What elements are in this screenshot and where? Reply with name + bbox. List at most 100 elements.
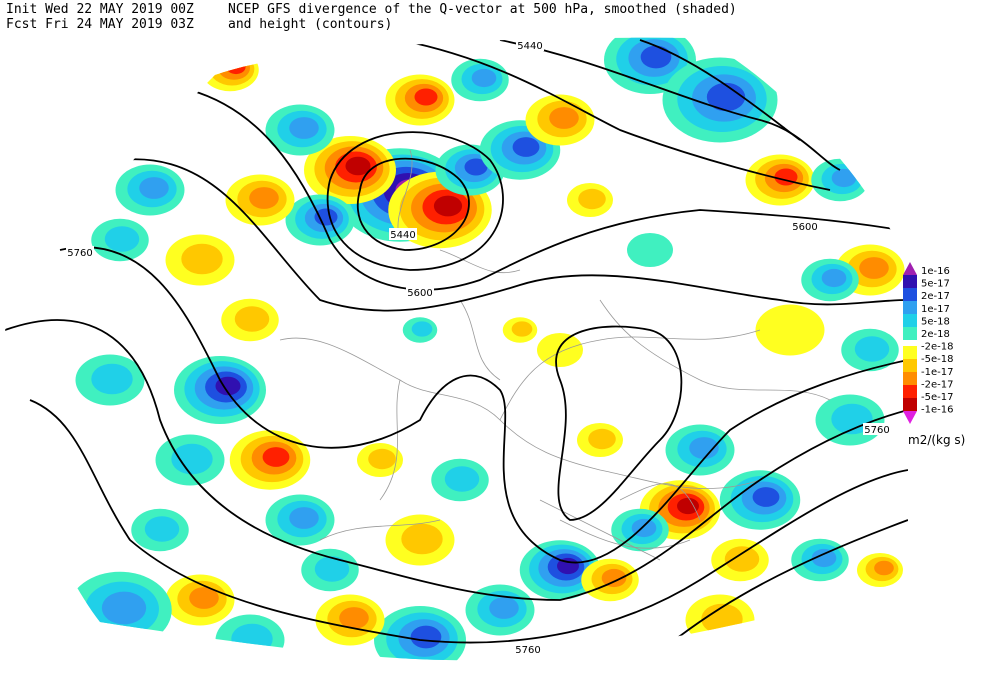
title-line: and height (contours) — [228, 17, 392, 32]
init-text: Init Wed 22 MAY 2019 00Z — [6, 2, 194, 17]
contour-label: 5600 — [792, 222, 817, 233]
colorbar-label: 1e-17 — [921, 304, 950, 315]
contour-label-bg — [389, 228, 417, 240]
contour-label-bg — [516, 39, 544, 51]
colorbar-swatch — [903, 288, 917, 301]
shade-blob — [104, 226, 140, 252]
shade-blob — [706, 82, 746, 112]
colorbar-label: 2e-18 — [921, 329, 950, 340]
contour-label-bg — [863, 423, 891, 435]
contour — [29, 399, 908, 644]
colorbar-label: -2e-17 — [921, 379, 953, 390]
shade-blob — [249, 187, 279, 209]
contour-label: 5600 — [407, 288, 432, 299]
shade-blob — [831, 168, 857, 188]
shade-blob — [489, 597, 519, 619]
shade-blob — [511, 321, 533, 337]
shade-blob — [755, 304, 825, 356]
shade-blob — [401, 523, 443, 555]
shade-blob — [724, 546, 760, 572]
shade-blob — [314, 556, 350, 582]
shade-blob — [314, 208, 338, 226]
contour-label: 5760 — [67, 248, 92, 259]
shade-blob — [231, 623, 273, 655]
contour — [639, 39, 801, 141]
shade-blob — [289, 117, 319, 139]
shade-blob — [640, 45, 672, 69]
shade-blob — [578, 188, 606, 210]
contour-label-bg — [406, 286, 434, 298]
shade-blob — [464, 158, 488, 176]
shade-blob — [752, 487, 780, 507]
colorbar-swatch — [903, 327, 917, 340]
shade-blob — [262, 447, 290, 467]
shade-blob — [171, 443, 213, 475]
forecast-text: Fcst Fri 24 MAY 2019 03Z — [6, 17, 194, 32]
contour-label: 5440 — [517, 41, 542, 52]
shade-blob — [821, 268, 847, 288]
shade-blob — [189, 587, 219, 609]
colorbar: 1e-165e-172e-171e-175e-182e-18-2e-18-5e-… — [903, 262, 953, 424]
contour — [649, 519, 908, 661]
colorbar-swatch — [903, 346, 917, 359]
shade-blob — [859, 257, 889, 279]
colorbar-swatch — [903, 301, 917, 314]
colorbar-swatch — [903, 275, 917, 288]
shade-blob — [444, 466, 480, 492]
colorbar-unit: m2/(kg s) — [908, 433, 965, 447]
contour — [399, 39, 841, 191]
shade-blob — [139, 177, 169, 199]
shade-blob — [677, 497, 699, 515]
shade-blob — [701, 603, 743, 635]
contour-label: 5760 — [864, 425, 889, 436]
colorbar-swatch — [903, 398, 917, 411]
contour-label-bg — [514, 643, 542, 655]
shade-blob — [627, 233, 673, 267]
colorbar-label: 1e-16 — [921, 266, 950, 277]
shade-blob — [471, 68, 497, 88]
colorbar-label: -1e-17 — [921, 367, 953, 378]
shade-blob — [368, 448, 396, 470]
shade-blob — [339, 607, 369, 629]
shade-blob — [588, 428, 616, 450]
shade-blob — [512, 137, 540, 157]
contour-label: 5760 — [515, 645, 540, 656]
shade-blob — [601, 568, 627, 588]
contour-label-bg — [66, 246, 94, 258]
title-line: NCEP GFS divergence of the Q-vector at 5… — [228, 2, 737, 17]
borders — [279, 149, 831, 561]
colorbar-swatch — [903, 411, 917, 424]
shade-blob — [811, 548, 837, 568]
colorbar-label: -1e-16 — [921, 405, 953, 416]
shade-blob — [289, 507, 319, 529]
shade-blob — [234, 306, 270, 332]
colorbar-label: 5e-18 — [921, 316, 950, 327]
contour — [5, 319, 908, 601]
shade-blob — [181, 243, 223, 275]
contour — [189, 89, 901, 291]
shade-blob — [410, 625, 442, 649]
shade-blob — [874, 560, 894, 576]
contour — [356, 157, 470, 251]
colorbar-swatch — [903, 262, 917, 275]
shade-blob — [411, 321, 433, 337]
colorbar-swatch — [903, 372, 917, 385]
shade-blob — [226, 59, 246, 75]
shade-blob — [433, 195, 463, 217]
shade-blob — [345, 156, 371, 176]
shade-blob — [414, 88, 438, 106]
contour — [59, 246, 908, 564]
colorbar-swatch — [903, 314, 917, 327]
colorbar-swatch — [903, 385, 917, 398]
coast — [397, 149, 701, 549]
contour-labels: 5440 5440 5600 5600 5760 5760 5760 — [66, 39, 891, 656]
contours — [5, 39, 908, 661]
colorbar-label: 5e-17 — [921, 279, 950, 290]
colorbar-label: -2e-18 — [921, 342, 953, 353]
colorbar-label: -5e-17 — [921, 392, 953, 403]
colorbar-label: -5e-18 — [921, 354, 953, 365]
shade-blob — [854, 336, 890, 362]
colorbar-label: 2e-17 — [921, 291, 950, 302]
contour-label: 5440 — [390, 230, 415, 241]
